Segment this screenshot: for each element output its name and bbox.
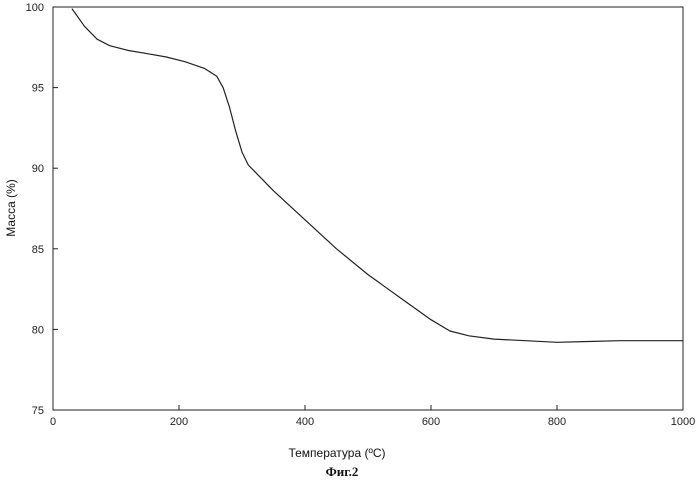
y-tick-label: 100: [26, 2, 44, 14]
x-tick-label: 0: [50, 416, 56, 428]
axis-ticks: 0 200 400 600 800 1000 75 80 85 90 95 100: [26, 2, 696, 428]
y-tick-label: 85: [32, 244, 44, 256]
y-axis-title: Масса (%): [4, 179, 18, 236]
y-tick-label: 80: [32, 324, 44, 336]
x-tick-label: 800: [548, 416, 566, 428]
y-tick-label: 95: [32, 83, 44, 95]
y-tick-label: 90: [32, 163, 44, 175]
figure-caption: Фиг.2: [326, 464, 359, 479]
plot-frame: [53, 7, 683, 410]
x-tick-label: 200: [170, 416, 188, 428]
mass-curve: [72, 9, 683, 343]
x-tick-label: 600: [422, 416, 440, 428]
series-group: [72, 9, 683, 343]
x-axis-title: Температура (ºС): [288, 446, 385, 460]
x-tick-label: 400: [296, 416, 314, 428]
y-tick-label: 75: [32, 405, 44, 417]
x-tick-label: 1000: [671, 416, 695, 428]
